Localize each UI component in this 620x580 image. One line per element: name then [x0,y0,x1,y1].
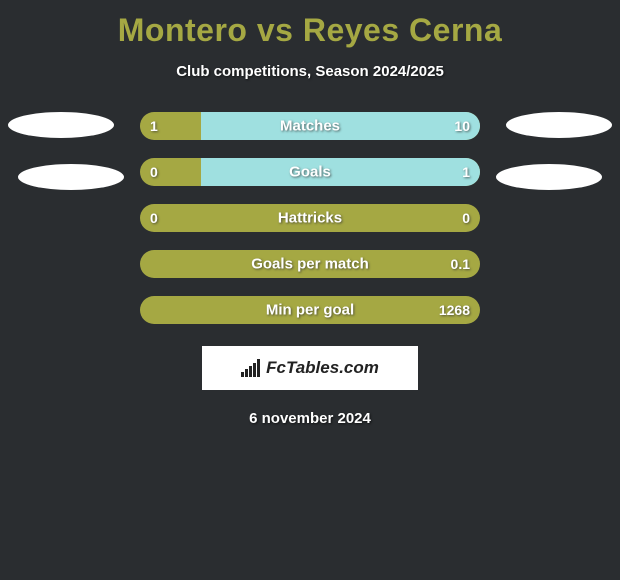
right-value: 0.1 [451,256,470,272]
bar-chart-icon [241,359,260,377]
subtitle: Club competitions, Season 2024/2025 [0,63,620,80]
stat-row-min-per-goal: Min per goal 1268 [140,296,480,324]
brand-box: FcTables.com [202,346,418,390]
right-value: 1 [462,164,470,180]
page-title: Montero vs Reyes Cerna [0,0,620,49]
player-left-badge2-icon [18,164,124,190]
stat-row-goals: 0 Goals 1 [140,158,480,186]
stat-label: Min per goal [266,302,354,319]
brand-text: FcTables.com [266,358,379,378]
stat-row-goals-per-match: Goals per match 0.1 [140,250,480,278]
right-value: 0 [462,210,470,226]
right-fill [201,112,480,140]
left-value: 1 [150,118,158,134]
player-right-badge2-icon [496,164,602,190]
stats-area: 1 Matches 10 0 Goals 1 0 Hattricks 0 Goa… [0,112,620,324]
stat-label: Hattricks [278,210,342,227]
right-value: 1268 [439,302,470,318]
stat-row-matches: 1 Matches 10 [140,112,480,140]
bars-container: 1 Matches 10 0 Goals 1 0 Hattricks 0 Goa… [140,112,480,324]
left-value: 0 [150,164,158,180]
stat-label: Goals per match [251,256,369,273]
player-right-badge-icon [506,112,612,138]
stat-label: Goals [289,164,331,181]
date-line: 6 november 2024 [0,410,620,427]
stat-row-hattricks: 0 Hattricks 0 [140,204,480,232]
right-fill [201,158,480,186]
player-left-badge-icon [8,112,114,138]
left-value: 0 [150,210,158,226]
right-value: 10 [454,118,470,134]
stat-label: Matches [280,118,340,135]
